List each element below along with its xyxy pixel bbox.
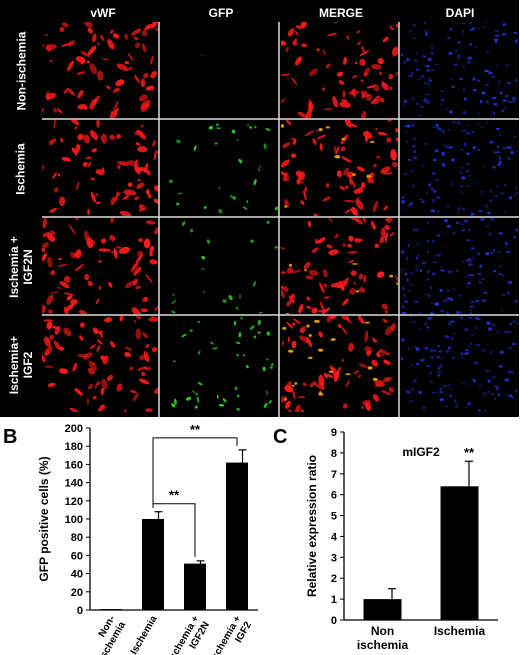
column-header-vwf: vWF: [90, 6, 116, 20]
chart-b-y-tick-label: 180: [65, 441, 83, 453]
chart-c-y-tick-label: 7: [331, 469, 337, 481]
chart-c-y-tick-label: 9: [331, 427, 337, 439]
micrograph-vwf-row-2: [42, 120, 159, 216]
chart-c-category-label: Ischemia: [434, 624, 486, 638]
chart-c-y-tick-label: 8: [331, 448, 337, 460]
chart-c-y-tick-label: 2: [331, 573, 337, 585]
chart-c-y-tick-label: 5: [331, 511, 337, 523]
chart-b-category-label: Non-ischemia: [87, 614, 129, 655]
chart-b-category-label: Ischemia +IGF2N: [166, 614, 212, 655]
chart-b-y-tick-label: 200: [65, 423, 83, 435]
chart-b-y-tick-label: 140: [65, 478, 83, 490]
chart-b-category-label: Ischemia +IGF2: [208, 614, 254, 655]
chart-b-y-tick-label: 120: [65, 496, 83, 508]
column-header-gfp: GFP: [208, 6, 234, 20]
chart-c-title: mIGF2: [402, 445, 440, 459]
micrograph-merge-row-2: [281, 120, 398, 216]
micrograph-gfp-row-2: [161, 120, 278, 216]
chart-c-y-tick-label: 1: [331, 594, 337, 606]
micrograph-dapi-row-4: [401, 316, 518, 412]
row-label-ischemia-igf2n: Ischemia + IGF2N: [7, 236, 35, 298]
micrograph-gfp-row-3: [161, 218, 278, 314]
panel-letter-c: C: [273, 426, 288, 448]
chart-b-y-axis-label: GFP positive cells (%): [37, 456, 51, 581]
chart-b-y-tick-label: 60: [71, 550, 83, 562]
chart-b-y-tick-label: 80: [71, 532, 83, 544]
micrograph-merge-row-3: [281, 218, 398, 314]
column-header-merge: MERGE: [318, 6, 363, 20]
chart-b-bar: [226, 462, 248, 610]
chart-b-significance-label: **: [169, 488, 180, 503]
chart-b-y-tick-label: 20: [71, 587, 83, 599]
chart-b-bar: [100, 609, 122, 610]
chart-c-y-tick-label: 0: [331, 615, 337, 627]
chart-c: 0 1 2 3 4 5 6 7 8 9 Relative expression ratio Non is…: [305, 427, 498, 652]
row-label-strip: [0, 0, 42, 417]
chart-b-bar: [142, 519, 164, 610]
micrograph-dapi-row-3: [401, 218, 518, 314]
micrograph-gfp-row-4: [161, 316, 278, 412]
chart-c-y-tick-label: 3: [331, 552, 337, 564]
micrograph-vwf-row-3: [42, 218, 159, 314]
chart-c-bar: [363, 599, 402, 620]
chart-c-category-label: Non ischemia: [357, 624, 409, 652]
chart-c-bar: [440, 486, 479, 620]
micrograph-vwf-row-4: [42, 316, 159, 412]
microscopy-grid: [40, 0, 519, 417]
chart-b-y-tick-label: 100: [65, 514, 83, 526]
panel-letter-b: B: [3, 426, 18, 448]
chart-b-y-tick-label: 160: [65, 459, 83, 471]
micrograph-gfp-row-1: [161, 22, 278, 118]
micrograph-merge-row-4: [281, 316, 398, 412]
micrograph-merge-row-1: [281, 22, 398, 118]
column-header-dapi: DAPI: [445, 6, 475, 20]
micrograph-vwf-row-1: [42, 22, 159, 118]
chart-b-bar: [184, 563, 206, 610]
chart-b-y-tick-label: 0: [77, 605, 83, 617]
chart-c-significance-label: **: [464, 445, 475, 460]
micrograph-dapi-row-2: [401, 120, 518, 216]
row-label-ischemia-igf2: Ischemia+ IGF2: [7, 335, 35, 395]
chart-b: 0 20 40 60 80 100 120 140 160 180 200 GFP positive …: [37, 422, 258, 655]
micrograph-dapi-row-1: [401, 22, 518, 118]
grid-separators: [40, 22, 519, 417]
row-label-non-ischemia: Non-ischemia: [14, 31, 28, 111]
chart-b-y-tick-label: 40: [71, 569, 83, 581]
chart-c-y-axis-label: Relative expression ratio: [305, 455, 319, 597]
chart-b-significance-label: **: [190, 422, 201, 437]
row-label-ischemia: Ischemia: [14, 143, 28, 195]
chart-c-y-tick-label: 4: [331, 531, 338, 543]
chart-b-category-label: Ischemia: [129, 614, 160, 655]
chart-c-y-tick-label: 6: [331, 490, 337, 502]
chart-b-significance-bracket: [152, 437, 238, 508]
